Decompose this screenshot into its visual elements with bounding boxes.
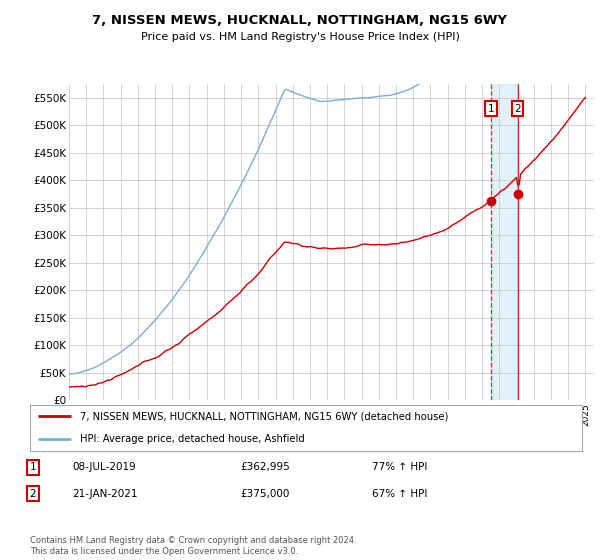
Text: 67% ↑ HPI: 67% ↑ HPI — [372, 489, 427, 498]
Bar — [491, 84, 518, 400]
Text: 1: 1 — [488, 104, 494, 114]
Text: 2: 2 — [29, 489, 37, 498]
Text: 2: 2 — [514, 104, 521, 114]
Text: 21-JAN-2021: 21-JAN-2021 — [72, 489, 137, 498]
Text: 7, NISSEN MEWS, HUCKNALL, NOTTINGHAM, NG15 6WY: 7, NISSEN MEWS, HUCKNALL, NOTTINGHAM, NG… — [92, 14, 508, 27]
Text: 1: 1 — [29, 463, 37, 472]
Text: 7, NISSEN MEWS, HUCKNALL, NOTTINGHAM, NG15 6WY (detached house): 7, NISSEN MEWS, HUCKNALL, NOTTINGHAM, NG… — [80, 412, 448, 421]
Text: 77% ↑ HPI: 77% ↑ HPI — [372, 463, 427, 472]
Text: Contains HM Land Registry data © Crown copyright and database right 2024.
This d: Contains HM Land Registry data © Crown c… — [30, 536, 356, 556]
Text: Price paid vs. HM Land Registry's House Price Index (HPI): Price paid vs. HM Land Registry's House … — [140, 32, 460, 43]
Text: £362,995: £362,995 — [240, 463, 290, 472]
Text: £375,000: £375,000 — [240, 489, 289, 498]
Text: HPI: Average price, detached house, Ashfield: HPI: Average price, detached house, Ashf… — [80, 435, 304, 444]
Text: 08-JUL-2019: 08-JUL-2019 — [72, 463, 136, 472]
